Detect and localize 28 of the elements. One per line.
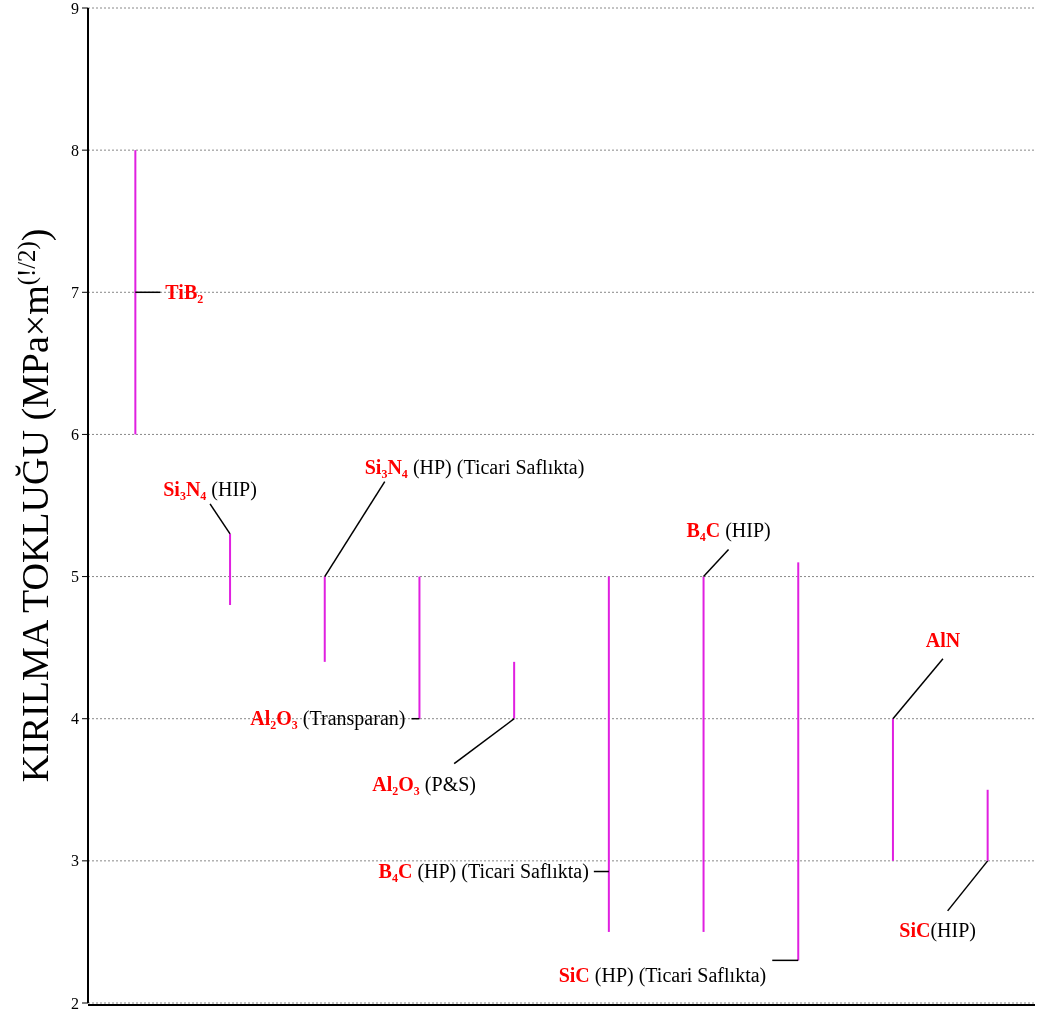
annotation: SiC (HP) (Ticari Saflıkta)	[558, 964, 767, 988]
bar	[229, 533, 232, 605]
y-tick-label: 4	[71, 710, 79, 728]
bar	[797, 562, 800, 961]
annotation: AlN	[925, 628, 961, 651]
bar	[418, 576, 421, 719]
y-tick-label: 7	[71, 283, 79, 301]
annotation: Si₃N₄ (HP) (Ticari Saflıkta)	[364, 455, 585, 479]
y-tick-label: 5	[71, 568, 79, 586]
annotation: Al₂O₃ (Transparan)	[250, 706, 406, 730]
y-tick-label: 6	[71, 426, 79, 444]
y-tick-label: 9	[71, 0, 79, 17]
annotation: Si₃N₄ (HIP)	[163, 477, 257, 501]
annotation: B₄C (HIP)	[686, 518, 771, 542]
y-tick-label: 3	[71, 852, 79, 870]
annotation: SiC(HIP)	[899, 918, 976, 942]
annotation: Al₂O₃ (P&S)	[372, 772, 476, 796]
bar	[323, 576, 326, 662]
bar	[891, 718, 894, 861]
y-tick-label: 8	[71, 141, 79, 159]
bar	[134, 150, 137, 435]
bar	[986, 789, 989, 861]
bar	[607, 576, 610, 932]
annotation: B₄C (HP) (Ticari Saflıkta)	[378, 859, 589, 883]
bar	[513, 661, 516, 719]
bar	[702, 576, 705, 932]
y-tick-label: 2	[71, 994, 79, 1012]
annotation: TiB₂	[165, 281, 204, 304]
